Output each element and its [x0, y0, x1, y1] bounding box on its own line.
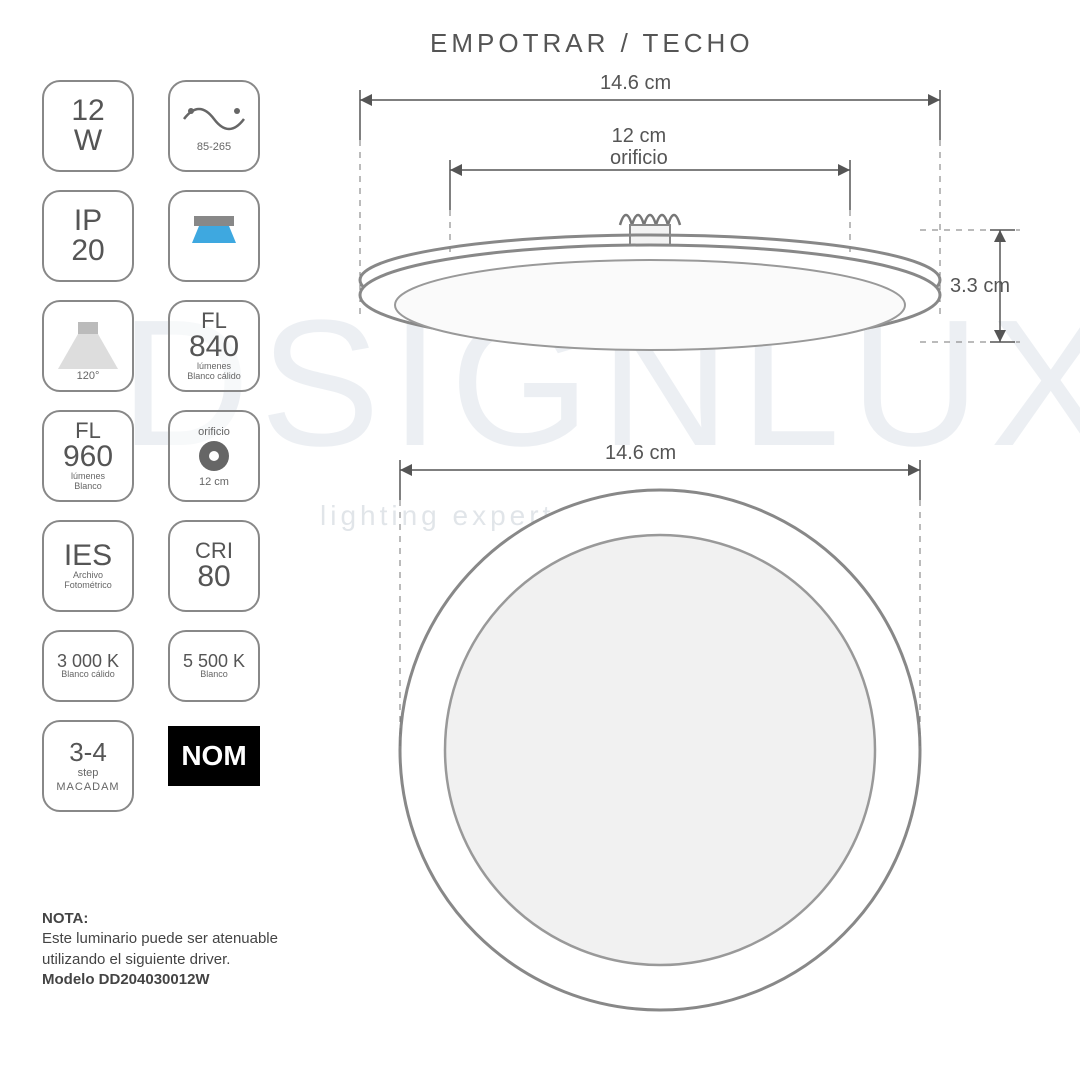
spec-fl840: FL 840 lúmenes Blanco cálido: [168, 300, 260, 392]
cri-label: CRI: [195, 540, 233, 562]
spec-wattage: 12 W: [42, 80, 134, 172]
orificio-value: 12 cm: [199, 476, 229, 488]
spec-temp-3000k: 3 000 K Blanco cálido: [42, 630, 134, 702]
spec-fl960: FL 960 lúmenes Blanco: [42, 410, 134, 502]
fl840-prefix: FL: [201, 310, 227, 332]
spec-orificio: orificio 12 cm: [168, 410, 260, 502]
label-hole-line2: orificio: [610, 147, 668, 169]
note-block: NOTA: Este luminario puede ser atenuable…: [42, 909, 342, 990]
spec-ip: IP 20: [42, 190, 134, 282]
voltage-range: 85-265: [197, 141, 231, 153]
label-hole-line1: 12 cm: [612, 125, 666, 147]
note-model-label: Modelo: [42, 971, 95, 988]
spec-voltage: 85-265: [168, 80, 260, 172]
temp1-value: 3 000 K: [57, 652, 119, 670]
front-view: [400, 490, 920, 1010]
spec-grid: 12 W 85-265 IP 20 120° FL 840 lúmenes Bl…: [42, 80, 272, 812]
temp1-sub: Blanco cálido: [61, 670, 115, 680]
ies-label: IES: [64, 541, 112, 571]
label-outer-width: 14.6 cm: [600, 72, 671, 95]
fl960-value: 960: [63, 442, 113, 472]
spec-temp-5500k: 5 500 K Blanco: [168, 630, 260, 702]
label-front-diameter: 14.6 cm: [605, 442, 676, 465]
fl960-prefix: FL: [75, 420, 101, 442]
label-height: 3.3 cm: [950, 275, 1010, 298]
spec-downlight-icon: [168, 190, 260, 282]
diagram-svg: [300, 70, 1040, 1030]
orificio-label: orificio: [198, 426, 230, 438]
cri-value: 80: [197, 562, 230, 592]
wattage-value: 12: [71, 96, 104, 126]
note-model: DD204030012W: [99, 971, 210, 988]
wattage-unit: W: [74, 126, 102, 156]
beam-angle: 120°: [77, 370, 100, 382]
macadam-line2: step: [78, 767, 99, 779]
downlight-icon: [184, 211, 244, 261]
note-body: Este luminario puede ser atenuable utili…: [42, 930, 278, 967]
side-view: [360, 215, 1020, 350]
fl960-sub2: Blanco: [74, 482, 102, 492]
beam-icon: [53, 319, 123, 374]
spec-cri: CRI 80: [168, 520, 260, 612]
spec-nom: NOM: [168, 726, 260, 786]
temp2-sub: Blanco: [200, 670, 228, 680]
note-heading: NOTA:: [42, 910, 88, 927]
fl840-sub2: Blanco cálido: [187, 372, 241, 382]
nom-label: NOM: [181, 740, 246, 772]
page-title: EMPOTRAR / TECHO: [430, 28, 754, 59]
ip-value: 20: [71, 236, 104, 266]
spec-ies: IES Archivo Fotométrico: [42, 520, 134, 612]
hole-icon: [196, 438, 232, 474]
macadam-line1: 3-4: [69, 739, 107, 765]
fl840-value: 840: [189, 332, 239, 362]
technical-diagram: 14.6 cm 12 cm orificio 3.3 cm 14.6 cm: [300, 70, 1040, 1030]
sine-wave-icon: [179, 99, 249, 139]
ip-label: IP: [74, 206, 102, 236]
spec-macadam: 3-4 step MACADAM: [42, 720, 134, 812]
ies-sub2: Fotométrico: [64, 581, 112, 591]
macadam-line3: MACADAM: [56, 781, 119, 793]
spec-beam-angle: 120°: [42, 300, 134, 392]
temp2-value: 5 500 K: [183, 652, 245, 670]
